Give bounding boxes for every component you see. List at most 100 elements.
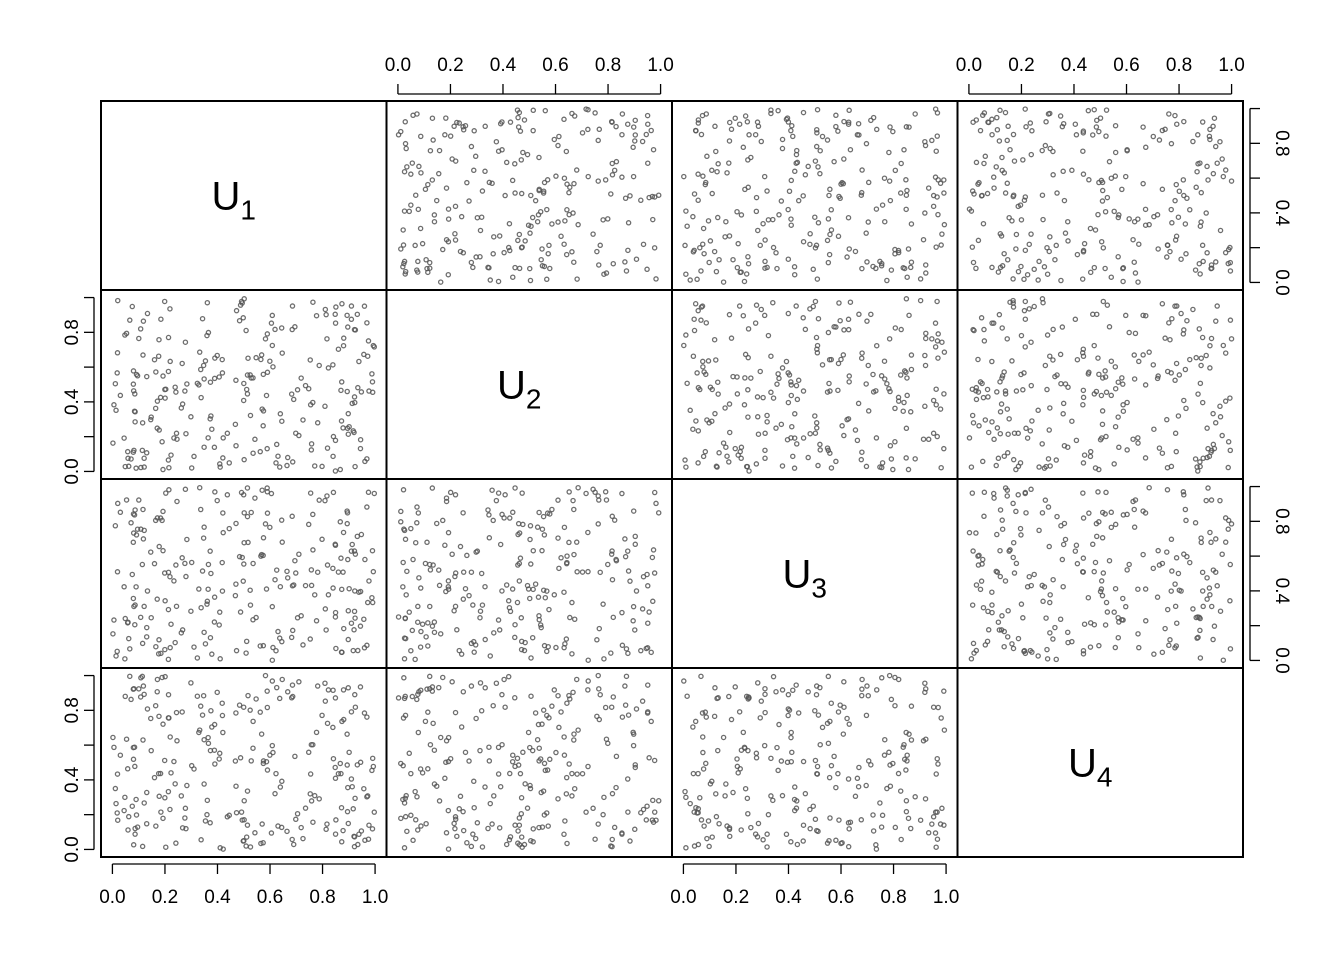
data-point [1005, 608, 1011, 614]
data-point [779, 145, 786, 152]
data-point [165, 457, 172, 463]
data-point [516, 815, 523, 821]
data-point [561, 524, 568, 531]
data-point [698, 673, 704, 680]
data-point [745, 747, 751, 754]
data-point [179, 360, 185, 367]
data-point [545, 823, 551, 829]
data-point [814, 763, 821, 770]
data-point [263, 392, 270, 399]
data-point [520, 521, 526, 528]
data-point [167, 306, 173, 312]
data-point [349, 783, 355, 790]
data-point [1090, 541, 1096, 548]
data-point [1131, 218, 1138, 225]
data-point [903, 798, 910, 804]
data-point [501, 676, 507, 683]
data-point [1208, 497, 1215, 503]
data-point [352, 795, 358, 802]
data-point [311, 463, 318, 469]
data-point [1013, 231, 1020, 238]
data-point [1080, 651, 1087, 657]
data-point [1036, 464, 1042, 470]
data-point [978, 193, 985, 199]
data-point [1102, 368, 1108, 374]
data-point [351, 394, 358, 400]
data-point [133, 812, 140, 818]
data-point [814, 106, 821, 113]
data-point [745, 184, 751, 191]
data-point [250, 560, 256, 567]
data-point [847, 146, 854, 153]
data-point [468, 259, 475, 266]
data-point [544, 206, 550, 213]
data-point [507, 770, 513, 777]
data-point [495, 744, 502, 751]
data-point [179, 555, 185, 561]
data-point [496, 825, 503, 831]
data-point [197, 506, 204, 513]
data-point [239, 817, 245, 823]
data-point [1159, 127, 1166, 134]
data-point [158, 809, 164, 815]
data-point [980, 220, 987, 227]
data-point [785, 712, 791, 719]
data-point [188, 680, 194, 686]
data-point [330, 755, 337, 762]
data-point [1057, 616, 1064, 623]
data-point [512, 264, 518, 271]
data-point [466, 758, 472, 764]
data-point [515, 124, 522, 130]
data-point [879, 202, 886, 208]
data-point [264, 369, 271, 376]
data-point [999, 154, 1005, 161]
data-point [1207, 126, 1213, 133]
data-point [474, 214, 481, 221]
data-point [619, 174, 625, 180]
data-point [544, 276, 550, 283]
data-point [332, 695, 339, 701]
data-point [144, 588, 151, 594]
data-point [1035, 277, 1041, 283]
data-point [1104, 609, 1111, 615]
data-point [300, 642, 306, 648]
data-point [933, 402, 939, 408]
data-point [723, 444, 729, 450]
data-point [207, 416, 213, 422]
data-point [137, 326, 144, 332]
data-point [172, 781, 178, 787]
data-point [502, 492, 508, 498]
data-point [1207, 342, 1213, 349]
data-point [865, 362, 872, 369]
data-point [1227, 598, 1233, 604]
data-point [623, 646, 630, 652]
data-point [518, 615, 525, 621]
data-point [1172, 112, 1178, 119]
data-point [1217, 403, 1223, 410]
data-point [1099, 592, 1106, 599]
data-point [989, 264, 995, 271]
data-point [873, 435, 880, 441]
data-point [632, 541, 639, 548]
data-point [351, 548, 358, 554]
data-point [114, 370, 120, 376]
data-point [200, 692, 207, 699]
data-point [571, 113, 578, 119]
data-point [319, 536, 325, 543]
data-point [864, 318, 870, 324]
data-point [168, 621, 174, 627]
data-point [1020, 157, 1026, 163]
data-point [547, 265, 553, 272]
data-point [1126, 561, 1132, 568]
data-point [932, 809, 939, 815]
data-point [167, 806, 173, 813]
data-point [1112, 149, 1119, 156]
data-point [143, 373, 150, 380]
data-point [932, 344, 939, 350]
data-point [166, 715, 172, 721]
data-point [601, 794, 607, 801]
data-point [1169, 220, 1175, 226]
data-point [314, 683, 321, 689]
data-point [348, 709, 355, 715]
data-point [332, 468, 339, 474]
